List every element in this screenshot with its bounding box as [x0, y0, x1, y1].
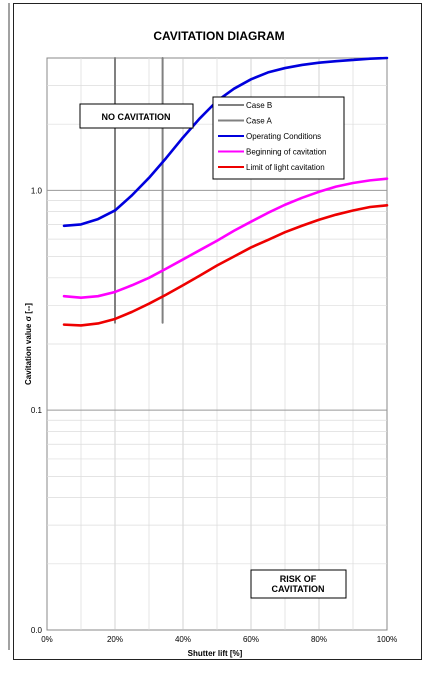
series-line-beginning-of-cavitation — [62, 177, 389, 299]
legend: Case B Case A Operating Conditions Beginnin… — [212, 96, 345, 180]
chart-title: CAVITATION DIAGRAM — [153, 29, 284, 43]
series-group — [62, 56, 389, 327]
y-tick-label: 0.1 — [31, 406, 43, 415]
x-tick-label: 80% — [311, 635, 327, 644]
series-line-limit-of-light-cavitation — [62, 204, 389, 327]
y-tick-label: 1.0 — [31, 186, 43, 195]
no-cavitation-label: NO CAVITATION — [102, 112, 171, 122]
x-tick-label: 40% — [175, 635, 191, 644]
legend-label: Case A — [246, 117, 272, 126]
legend-label: Limit of light cavitation — [246, 163, 325, 172]
y-tick-labels: 0.0 0.1 1.0 — [31, 186, 43, 635]
legend-label: Beginning of cavitation — [246, 148, 327, 157]
x-tick-label: 100% — [377, 635, 397, 644]
x-tick-label: 20% — [107, 635, 123, 644]
no-cavitation-box: NO CAVITATION — [79, 103, 194, 129]
legend-label: Case B — [246, 101, 272, 110]
risk-of-cavitation-label: RISK OF CAVITATION — [272, 574, 325, 594]
y-tick-label: 0.0 — [31, 626, 43, 635]
x-tick-labels: 0% 20% 40% 60% 80% 100% — [41, 635, 397, 644]
x-tick-label: 60% — [243, 635, 259, 644]
legend-box — [212, 96, 345, 180]
x-tick-label: 0% — [41, 635, 53, 644]
risk-of-cavitation-box: RISK OF CAVITATION — [250, 569, 347, 599]
y-axis-label: Cavitation value σ [--] — [24, 303, 33, 385]
chart-border — [13, 3, 422, 660]
x-axis-label: Shutter lift [%] — [188, 649, 243, 658]
series-line-operating-conditions — [62, 56, 389, 228]
legend-label: Operating Conditions — [246, 132, 321, 141]
